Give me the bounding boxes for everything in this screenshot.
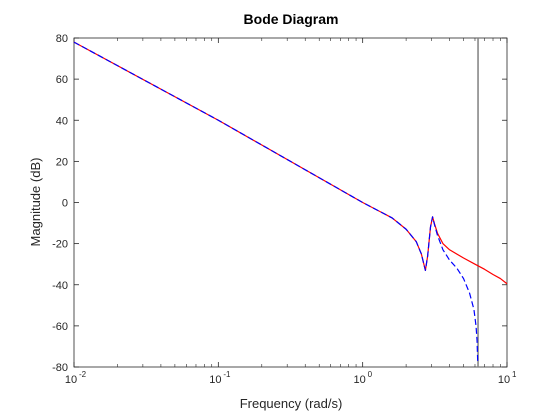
x-tick-exponent: 0 [368,370,373,379]
y-tick-label: -60 [52,321,68,333]
y-tick-label: 60 [56,74,68,86]
y-tick-label: -40 [52,280,68,292]
x-tick-label: 10 [65,374,77,386]
x-axis-label: Frequency (rad/s) [240,396,343,411]
y-tick-label: -20 [52,239,68,251]
chart-title: Bode Diagram [244,11,339,27]
x-tick-label: 10 [354,374,366,386]
x-tick-label: 10 [209,374,221,386]
y-tick-label: -80 [52,362,68,374]
x-tick-exponent: -1 [223,370,231,379]
y-tick-label: 40 [56,115,68,127]
y-tick-label: 0 [62,198,68,210]
y-axis-label: Magnitude (dB) [28,158,43,247]
x-tick-label: 10 [498,374,510,386]
y-tick-label: 80 [56,33,68,45]
x-tick-exponent: 1 [512,370,517,379]
y-tick-label: 20 [56,156,68,168]
axes-box [73,37,508,368]
series-line-blue-dashed [73,41,479,363]
x-tick-exponent: -2 [79,370,87,379]
